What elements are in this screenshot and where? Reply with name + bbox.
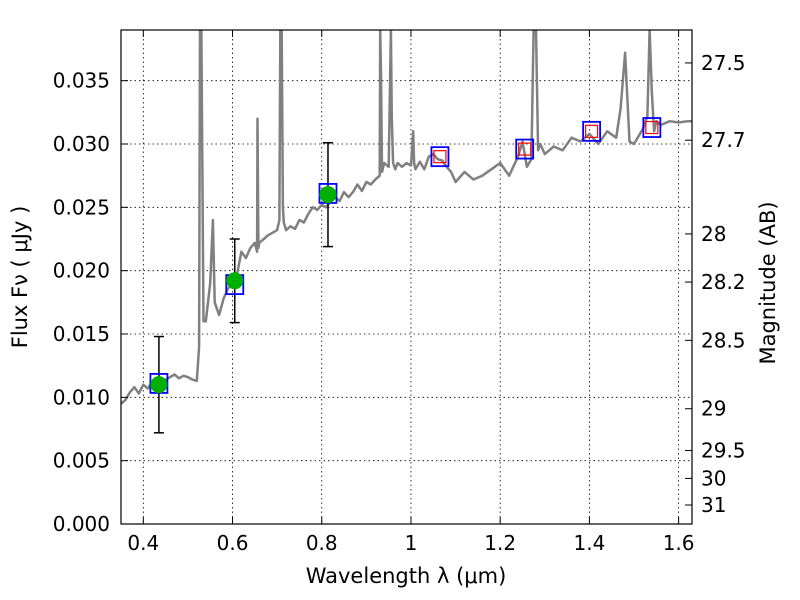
observed-point: [226, 272, 244, 290]
magnitude-tick-label: 28: [701, 222, 726, 246]
observed-point: [319, 186, 337, 204]
magnitude-tick-label: 30: [701, 466, 726, 490]
model-point: [430, 146, 450, 168]
predicted-point: [433, 150, 447, 164]
y-tick-label: 0.000: [53, 512, 110, 536]
x-tick-label: 0.8: [306, 531, 338, 555]
x-tick-label: 1.2: [484, 531, 516, 555]
x-tick-label: 1: [405, 531, 418, 555]
model-point: [582, 120, 602, 142]
y-axis-label: Flux Fν ( μJy ): [8, 206, 32, 349]
y2-axis-label: Magnitude (AB): [756, 201, 780, 364]
model-point: [642, 117, 662, 138]
predicted-point: [645, 120, 659, 135]
spectrum-line: [121, 30, 692, 405]
magnitude-tick-label: 31: [701, 493, 726, 517]
magnitude-tick-label: 27.7: [701, 128, 746, 152]
observed-point: [150, 376, 168, 394]
x-axis-ticks: 0.4 0.6 0.8 1 1.2 1.4 1.6: [127, 30, 695, 555]
magnitude-tick-label: 27.5: [701, 51, 746, 75]
magnitude-tick-label: 28.2: [701, 270, 746, 294]
model-point: [515, 138, 535, 160]
y-tick-label: 0.035: [53, 69, 110, 93]
y-tick-label: 0.030: [53, 132, 110, 156]
predicted-point: [518, 142, 532, 156]
x-tick-label: 0.6: [217, 531, 249, 555]
magnitude-tick-label: 29: [701, 397, 726, 421]
plot-frame: [120, 29, 693, 525]
y-tick-label: 0.005: [53, 449, 110, 473]
predicted-point: [585, 124, 599, 138]
model-photometry-markers: [149, 117, 662, 394]
y-tick-label: 0.020: [53, 259, 110, 283]
x-tick-label: 1.6: [663, 531, 695, 555]
magnitude-axis-ticks: 27.5 27.7 28 28.2 28.5 29 29.5 30 31: [685, 51, 746, 517]
predicted-magnitude-markers: [433, 120, 659, 164]
y-tick-label: 0.015: [53, 322, 110, 346]
x-tick-label: 0.4: [127, 531, 159, 555]
x-axis-label: Wavelength λ (μm): [306, 564, 507, 588]
y-tick-label: 0.025: [53, 195, 110, 219]
y-axis-ticks: 0.000 0.005 0.010 0.015 0.020 0.025 0.030 0.035: [53, 69, 128, 536]
observed-photometry-markers: [150, 186, 337, 394]
grid: [121, 30, 692, 525]
magnitude-tick-label: 29.5: [701, 439, 746, 463]
x-tick-label: 1.4: [573, 531, 605, 555]
y-tick-label: 0.010: [53, 385, 110, 409]
magnitude-tick-label: 28.5: [701, 328, 746, 352]
